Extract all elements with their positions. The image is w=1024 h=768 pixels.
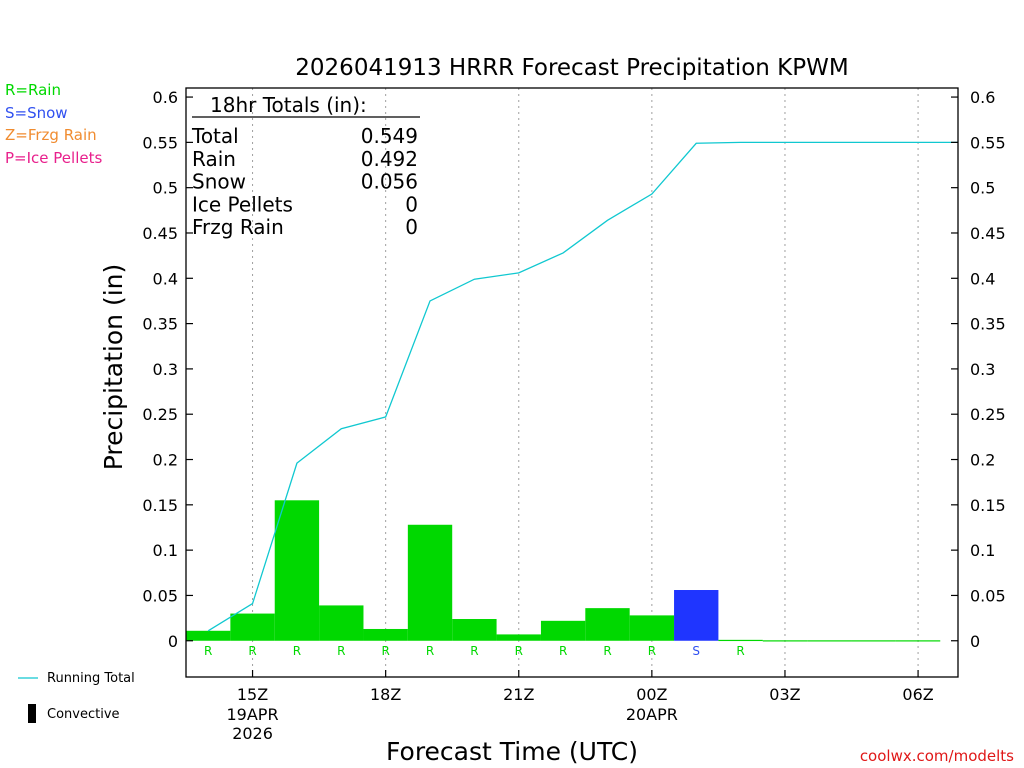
credit-text: coolwx.com/modelts [860,747,1014,765]
totals-row-value: 0.549 [361,124,418,148]
ptype-legend-item: R=Rain [5,81,61,99]
x-tick-label: 21Z [503,685,534,704]
precip-bar [496,634,541,641]
x-axis-label: Forecast Time (UTC) [386,737,638,766]
totals-row-value: 0 [405,192,418,216]
ptype-legend-item: S=Snow [5,103,68,122]
ptype-letter: R [736,644,744,658]
ptype-letter: R [204,644,212,658]
y-tick-label-right: 0.15 [970,496,1006,515]
y-tick-label-right: 0.4 [970,269,995,288]
precip-bar [674,590,719,641]
totals-row-label: Rain [192,147,236,171]
ptype-letter: R [470,644,478,658]
ptype-letter: S [692,644,700,658]
ptype-letter: R [381,644,389,658]
bottom-legend: Running Total Convective [18,671,135,723]
y-tick-label-left: 0.3 [153,360,178,379]
y-tick-label-right: 0.5 [970,179,995,198]
precip-bar [186,630,231,641]
totals-row-label: Ice Pellets [192,192,293,216]
precip-bar [230,613,275,641]
convective-legend-label: Convective [47,707,120,722]
y-tick-label-left: 0.6 [153,88,178,107]
x-tick-sublabel: 2026 [232,724,273,743]
precip-bar [585,608,630,641]
y-tick-label-left: 0.35 [142,315,178,334]
ptype-letter: R [426,644,434,658]
x-tick-label: 00Z [636,685,667,704]
ptype-letter: R [248,644,256,658]
precip-bar [807,640,852,642]
running-total-line [207,141,958,632]
ptype-legend-item: P=Ice Pellets [5,148,103,167]
precip-bar [540,620,586,641]
totals-row-label: Snow [192,170,246,194]
y-axis-label: Precipitation (in) [99,264,128,471]
x-tick-label: 18Z [370,685,401,704]
running-total-legend-label: Running Total [47,671,135,686]
totals-row-label: Frzg Rain [192,215,284,239]
y-tick-label-right: 0.1 [970,541,995,560]
y-tick-label-left: 0.4 [153,269,178,288]
precip-bar [851,640,896,642]
precip-bar [274,500,320,641]
totals-row-value: 0.056 [361,170,418,194]
y-tick-label-right: 0.45 [970,224,1006,243]
y-tick-label-left: 0.55 [142,133,178,152]
y-tick-label-right: 0.3 [970,360,995,379]
x-tick-label: 15Z [237,685,268,704]
x-tick-sublabel: 20APR [626,705,678,724]
y-tick-label-right: 0.05 [970,586,1006,605]
y-tick-label-right: 0.6 [970,88,995,107]
x-tick-sublabel: 19APR [227,705,279,724]
y-tick-label-left: 0.2 [153,451,178,470]
y-tick-label-left: 0 [168,632,178,651]
precip-bars [186,500,941,642]
totals-row-value: 0.492 [361,147,418,171]
x-tick-label: 03Z [769,685,800,704]
ptype-letter: R [337,644,345,658]
ptype-letter: R [293,644,301,658]
grid-lines [252,88,919,677]
y-tick-label-left: 0.45 [142,224,178,243]
y-tick-label-left: 0.05 [142,586,178,605]
ptype-legend-item: Z=Frzg Rain [5,126,97,144]
precip-bar [452,619,497,641]
precip-bar [629,615,675,641]
chart-title: 2026041913 HRRR Forecast Precipitation K… [295,55,848,81]
precip-bar [363,628,408,641]
totals-box: 18hr Totals (in): Total 0.549 Rain 0.492 Snow… [191,93,420,239]
y-tick-label-right: 0.55 [970,133,1006,152]
y-axis-ticks: 0 00.05 0.050.1 0.10.15 0.150.2 0.20.25 0.250.… [142,88,1005,651]
plot-border [185,87,959,678]
x-tick-label: 06Z [902,685,933,704]
totals-title: 18hr Totals (in): [210,93,367,117]
precip-bar [718,639,763,642]
running-total-polyline [207,141,958,632]
ptype-letter: R [648,644,656,658]
precip-bar [762,640,808,642]
convective-legend-swatch [28,704,36,723]
y-tick-label-right: 0.25 [970,405,1006,424]
plot-frame [185,87,959,678]
ptype-letter: R [559,644,567,658]
ptype-letter: R [515,644,523,658]
precip-bar [407,524,453,641]
ptype-letter: R [603,644,611,658]
totals-row-value: 0 [405,215,418,239]
y-tick-label-right: 0.35 [970,315,1006,334]
y-tick-label-left: 0.25 [142,405,178,424]
precip-bar [319,605,364,641]
totals-row-label: Total [191,124,239,148]
y-tick-label-left: 0.5 [153,179,178,198]
y-tick-label-left: 0.1 [153,541,178,560]
y-tick-label-left: 0.15 [142,496,178,515]
precip-bar [895,640,941,642]
y-tick-label-right: 0 [970,632,980,651]
y-tick-label-right: 0.2 [970,451,995,470]
